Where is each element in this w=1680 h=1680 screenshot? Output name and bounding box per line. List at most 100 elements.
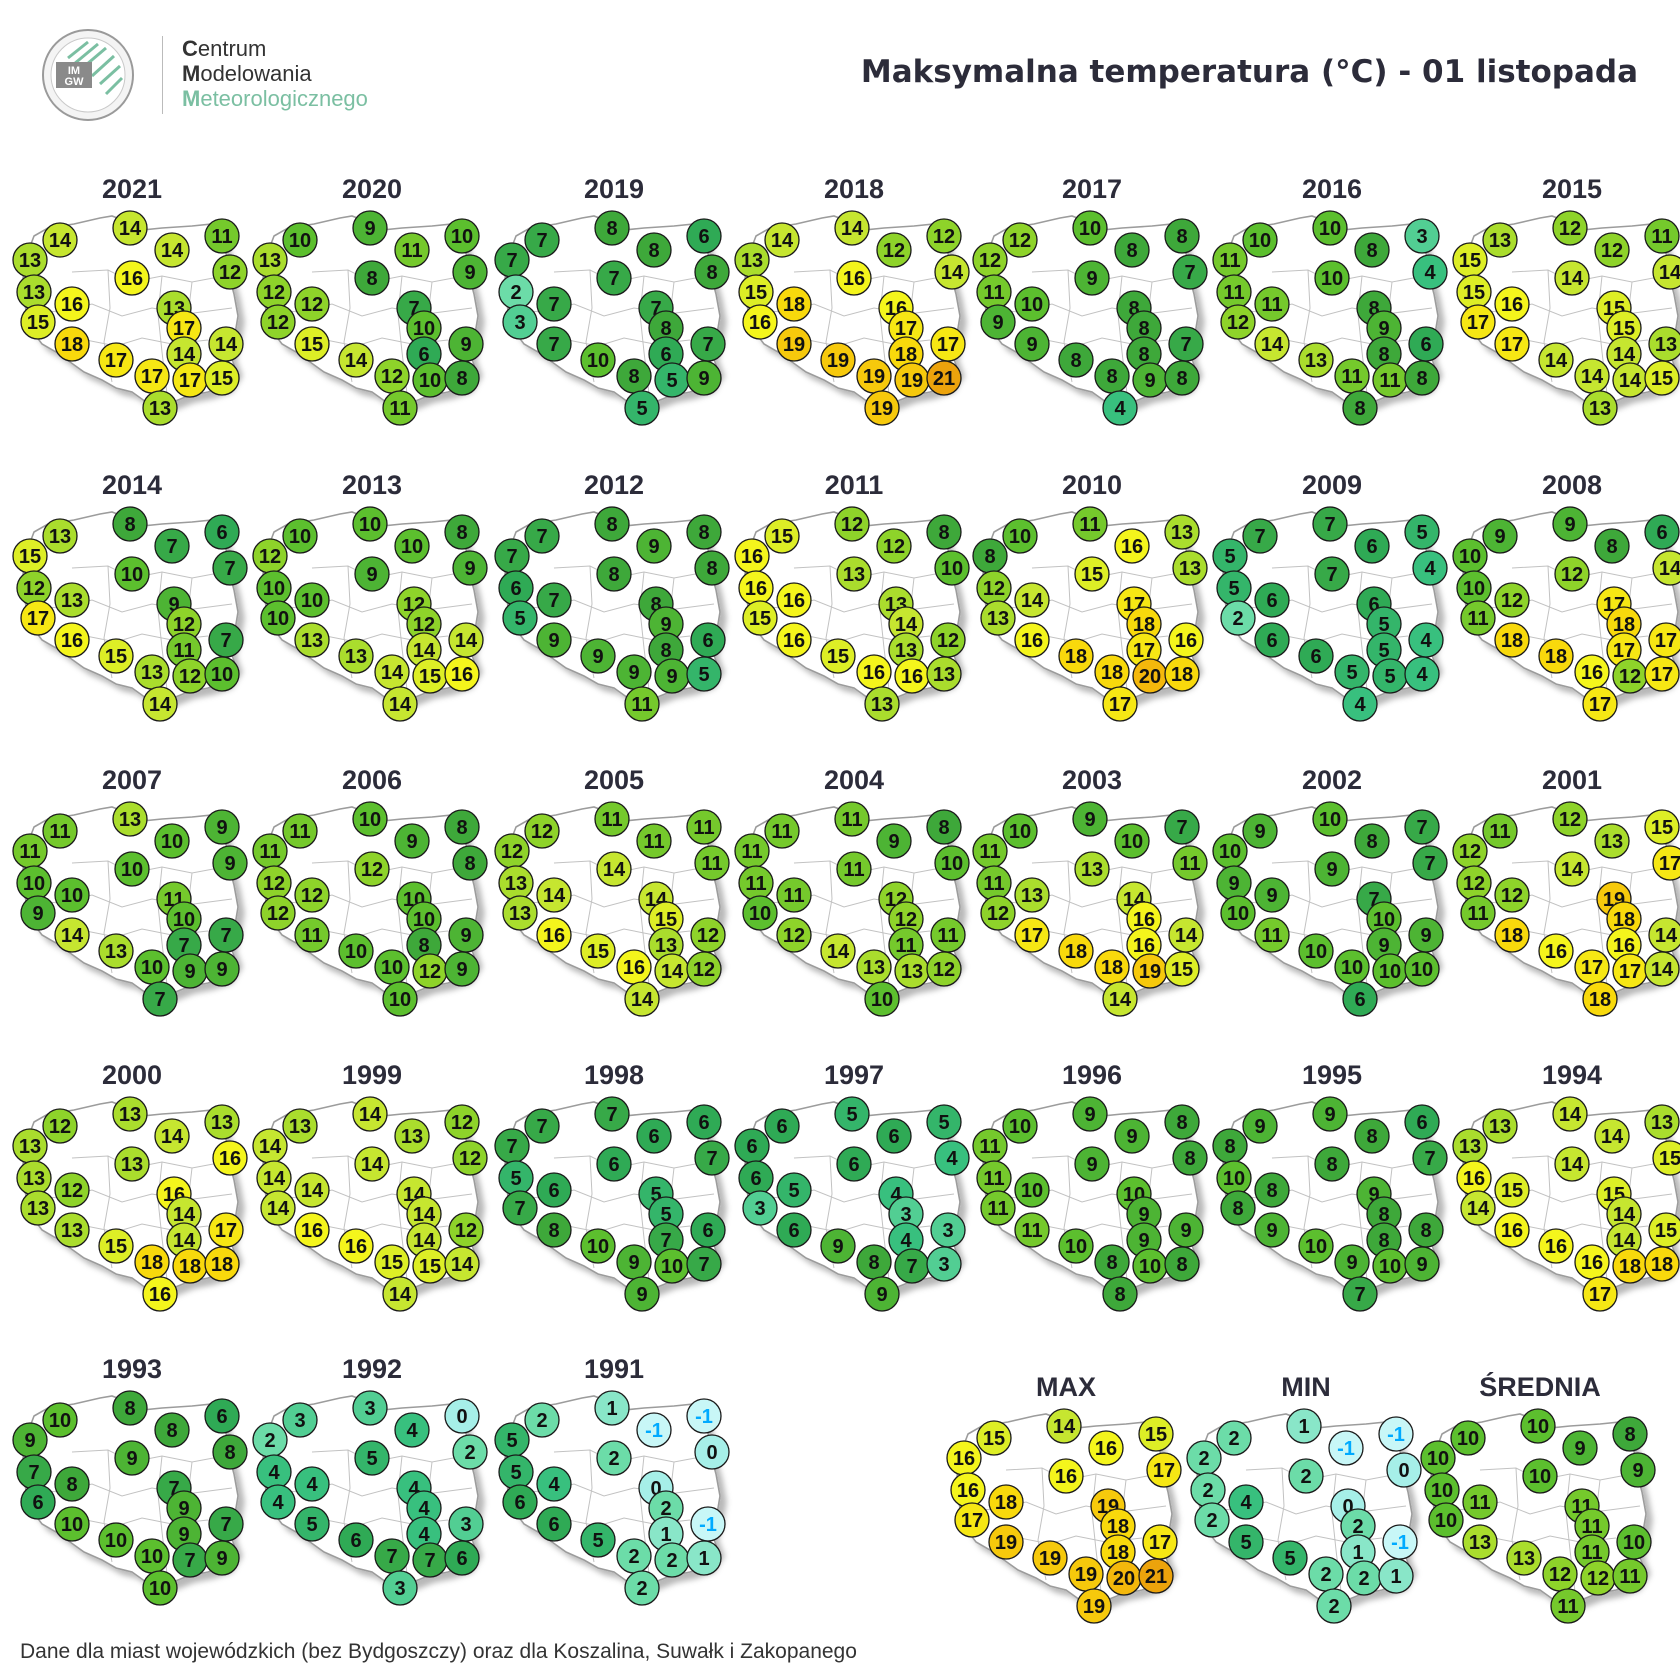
marker-katowice: 13 (856, 949, 892, 985)
marker-bialystok: 11 (694, 845, 730, 881)
marker-katowice: 19 (856, 358, 892, 394)
marker-gorzow-wlkp-: 16 (1456, 1160, 1492, 1196)
temperature-value: 5 (1384, 666, 1395, 688)
temperature-value: 7 (548, 294, 559, 316)
temperature-value: 14 (603, 859, 626, 881)
temperature-value: 16 (1133, 909, 1155, 931)
temperature-value: 12 (1549, 1564, 1571, 1586)
temperature-value: 6 (418, 344, 429, 366)
temperature-marker (980, 1190, 1016, 1226)
marker-suwalki: 8 (686, 514, 722, 550)
map-label: 2005 (584, 765, 644, 795)
temperature-value: 5 (366, 1448, 377, 1470)
temperature-marker (1220, 1190, 1256, 1226)
map-label: 2019 (584, 174, 644, 204)
temperature-value: 8 (984, 546, 995, 568)
temperature-value: 3 (294, 1410, 305, 1432)
temperature-marker (776, 1172, 812, 1208)
temperature-value: 2 (1228, 1428, 1239, 1450)
marker-gdansk: 9 (1072, 801, 1108, 837)
marker-wroclaw: 9 (536, 622, 572, 658)
temperature-value: 5 (510, 1168, 521, 1190)
marker-gdansk: 14 (834, 210, 870, 246)
marker-suwalki: 15 (1138, 1416, 1174, 1452)
temperature-marker (1482, 813, 1518, 849)
marker-olsztyn: 6 (876, 1118, 912, 1154)
marker-suwalki: 11 (1644, 218, 1680, 254)
marker-lodz: 16 (1126, 901, 1162, 937)
marker-zakopane: 11 (624, 686, 660, 722)
marker-katowice: 18 (1094, 949, 1130, 985)
marker-bialystok: 14 (934, 254, 970, 290)
temperature-marker (1114, 823, 1150, 859)
temperature-value: -1 (1337, 1438, 1355, 1460)
temperature-marker (42, 1402, 78, 1438)
marker-lublin: 17 (930, 326, 966, 362)
marker-lublin: 14 (448, 622, 484, 658)
temperature-value: 16 (741, 546, 763, 568)
temperature-value: 14 (361, 1154, 384, 1176)
marker-koszalin: 7 (524, 1108, 560, 1144)
temperature-marker (154, 823, 190, 859)
temperature-value: 14 (841, 218, 864, 240)
temperature-value: 16 (953, 1448, 975, 1470)
marker-krakow: 20 (1106, 1560, 1142, 1596)
temperature-value: 15 (105, 1236, 127, 1258)
temperature-value: 10 (161, 831, 183, 853)
temperature-value: 11 (1469, 1492, 1490, 1514)
temperature-value: 9 (24, 1430, 35, 1452)
temperature-value: 10 (141, 1546, 163, 1568)
marker-olsztyn: -1 (1328, 1430, 1364, 1466)
temperature-value: 7 (706, 1148, 717, 1170)
temperature-marker (836, 1146, 872, 1182)
temperature-value: 10 (359, 514, 381, 536)
temperature-marker (1272, 1540, 1308, 1576)
marker-zakopane: 9 (624, 1276, 660, 1312)
marker-torun: 8 (1314, 1146, 1350, 1182)
marker-suwalki: 5 (1404, 514, 1440, 550)
temperature-value: 9 (1084, 1104, 1095, 1126)
marker-zielona-gora: 10 (1428, 1502, 1464, 1538)
temperature-marker (580, 638, 616, 674)
marker-poznan: 14 (536, 877, 572, 913)
temperature-value: 3 (1416, 226, 1427, 248)
temperature-value: 2 (536, 1410, 547, 1432)
temperature-value: 13 (23, 282, 45, 304)
temperature-value: 17 (1581, 957, 1603, 979)
temperature-value: 8 (698, 522, 709, 544)
temperature-marker (54, 582, 90, 618)
temperature-value: 9 (126, 1448, 137, 1470)
temperature-marker (536, 1172, 572, 1208)
temperature-value: 6 (1420, 334, 1431, 356)
temperature-value: 16 (1463, 1168, 1485, 1190)
temperature-marker (524, 518, 560, 554)
marker-krakow: 7 (412, 1542, 448, 1578)
temperature-marker (1652, 845, 1680, 881)
temperature-value: 12 (501, 841, 523, 863)
temperature-value: 7 (424, 1550, 435, 1572)
map-label: 1994 (1542, 1060, 1602, 1090)
marker-suwalki: 7 (1164, 809, 1200, 845)
marker-torun: 10 (1314, 260, 1350, 296)
marker-katowice: 7 (374, 1538, 410, 1574)
temperature-value: 2 (1206, 1510, 1217, 1532)
marker-opole: 15 (98, 1228, 134, 1264)
marker-koszalin: 3 (282, 1402, 318, 1438)
temperature-value: 14 (1619, 370, 1642, 392)
temperature-marker (1494, 1212, 1530, 1248)
temperature-value: 10 (345, 941, 367, 963)
temperature-value: 11 (1179, 853, 1200, 875)
marker-poznan: 16 (1494, 286, 1530, 322)
marker-torun: 10 (114, 851, 150, 887)
marker-olsztyn: 9 (636, 528, 672, 564)
temperature-value: 12 (933, 226, 955, 248)
temperature-value: 10 (1319, 809, 1341, 831)
temperature-value: 9 (1494, 526, 1505, 548)
map-label: 2003 (1062, 765, 1122, 795)
temperature-value: 13 (119, 1104, 141, 1126)
temperature-value: 0 (1398, 1460, 1409, 1482)
temperature-value: 14 (173, 1204, 196, 1226)
marker-torun: 9 (1314, 851, 1350, 887)
